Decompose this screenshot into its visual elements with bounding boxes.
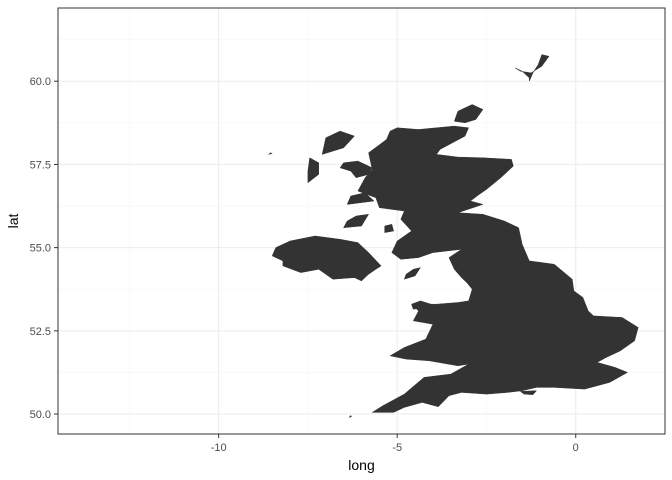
region-scilly [348,415,352,418]
region-st-kilda [268,152,273,155]
region-anglesey [411,300,432,310]
region-ireland [271,235,382,282]
panel-border [57,7,666,435]
y-tick-label: 60.0 [30,76,51,88]
region-isle-of-man [404,267,421,280]
region-great-britain [357,125,639,413]
y-axis-title: lat [5,214,21,229]
y-tick-label: 50.0 [30,409,51,421]
region-arran [384,224,394,233]
region-lewis-harris [321,130,355,155]
region-uist [307,157,319,183]
y-tick-label: 57.5 [30,159,51,171]
region-mull [346,192,375,205]
region-skye [339,160,373,178]
x-tick-label: -5 [392,442,402,454]
region-isle-of-wight [520,390,537,395]
y-tick-label: 52.5 [30,326,51,338]
region-islay-jura [343,214,369,228]
region-shetland [514,54,550,82]
y-axis: 50.0 52.5 55.0 57.5 60.0 [30,76,58,421]
x-axis: -10 -5 0 [211,434,579,454]
map-regions [268,54,639,418]
x-axis-title: long [348,457,374,473]
x-tick-label: 0 [573,442,579,454]
minor-gridlines [58,8,666,434]
region-orkney [454,104,484,124]
x-tick-label: -10 [211,442,227,454]
y-tick-label: 55.0 [30,243,51,255]
